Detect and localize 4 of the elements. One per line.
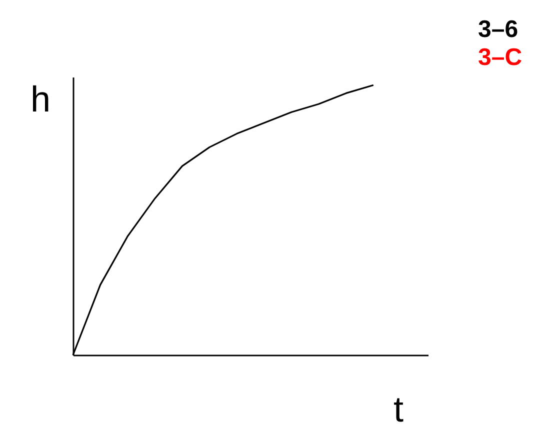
y-axis-title: h bbox=[30, 78, 51, 120]
text: 3–C bbox=[478, 44, 522, 72]
text: 3–6 bbox=[478, 16, 520, 44]
x-axis-title: t bbox=[393, 388, 404, 430]
